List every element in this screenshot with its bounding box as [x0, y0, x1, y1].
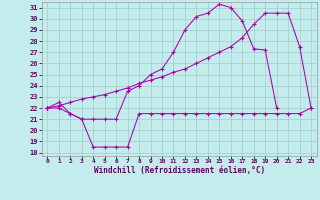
X-axis label: Windchill (Refroidissement éolien,°C): Windchill (Refroidissement éolien,°C)	[94, 166, 265, 175]
